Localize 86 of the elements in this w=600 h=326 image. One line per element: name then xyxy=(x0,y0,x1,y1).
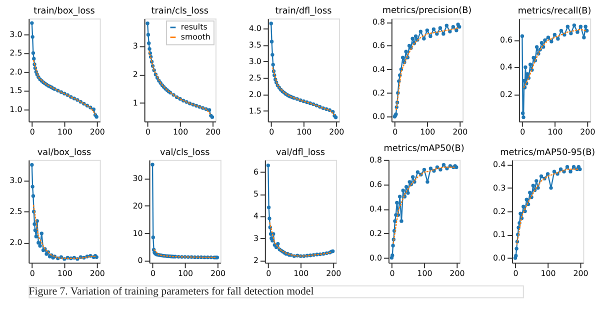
y-tick-label: 5 xyxy=(253,190,258,199)
chart-title: metrics/mAP50-95(B) xyxy=(500,148,596,158)
y-tick-label: 0.6 xyxy=(369,180,382,189)
y-tick-label: 0.2 xyxy=(500,90,513,99)
y-tick-label: 0.2 xyxy=(493,206,506,216)
y-tick-label: 0.4 xyxy=(369,204,382,214)
x-tick-label: 100 xyxy=(548,128,563,137)
x-tick-label: 0 xyxy=(30,269,35,278)
x-tick-label: 0 xyxy=(269,128,274,137)
y-tick-label: 0.3 xyxy=(493,183,506,192)
y-tick-label: 0.6 xyxy=(372,41,386,50)
x-tick-label: 200 xyxy=(580,128,596,137)
x-tick-label: 200 xyxy=(90,128,105,137)
y-tick-label: 3.0 xyxy=(248,56,262,66)
x-tick-label: 200 xyxy=(90,269,105,278)
y-tick-label: 2.0 xyxy=(10,238,22,248)
y-tick-label: 0.2 xyxy=(369,228,382,238)
y-tick-label: 3 xyxy=(253,234,258,243)
x-tick-label: 100 xyxy=(57,128,72,137)
x-tick-label: 0 xyxy=(150,269,156,278)
y-tick-label: 2.5 xyxy=(248,73,262,82)
y-tick-label: 2 xyxy=(132,70,138,79)
y-tick-label: 6 xyxy=(253,168,258,177)
chart-title: train/cls_loss xyxy=(151,6,209,17)
x-tick-label: 100 xyxy=(57,269,72,278)
y-tick-label: 4 xyxy=(253,212,258,221)
chart-title: val/dfl_loss xyxy=(276,148,326,158)
x-tick-label: 100 xyxy=(173,128,188,137)
y-tick-label: 1 xyxy=(132,98,138,108)
y-tick-label: 3.0 xyxy=(10,176,22,185)
x-tick-label: 100 xyxy=(540,269,556,278)
x-tick-label: 100 xyxy=(294,269,309,278)
chart-title: metrics/recall(B) xyxy=(518,6,592,17)
y-tick-label: 0.4 xyxy=(493,160,506,170)
y-tick-label: 0.0 xyxy=(372,112,386,122)
x-tick-label: 200 xyxy=(450,269,465,278)
y-tick-label: 0.6 xyxy=(500,36,513,45)
x-tick-label: 100 xyxy=(420,128,436,137)
y-tick-label: 2.5 xyxy=(10,48,22,58)
y-tick-label: 2.5 xyxy=(10,207,22,216)
y-tick-label: 1.0 xyxy=(10,104,22,114)
x-tick-label: 100 xyxy=(296,128,312,137)
y-tick-label: 0 xyxy=(138,256,143,266)
x-tick-label: 0 xyxy=(146,128,151,137)
y-tick-label: 0.2 xyxy=(372,88,386,98)
y-tick-label: 0.4 xyxy=(372,64,386,74)
y-tick-label: 3 xyxy=(132,42,138,51)
y-tick-label: 2.0 xyxy=(248,90,262,99)
y-tick-label: 3.0 xyxy=(10,30,22,39)
y-tick-label: 0.1 xyxy=(493,230,506,240)
chart-title: metrics/mAP50(B) xyxy=(384,144,464,154)
x-tick-label: 200 xyxy=(326,269,342,278)
chart-title: val/cls_loss xyxy=(160,148,210,158)
chart-title: metrics/precision(B) xyxy=(382,6,472,16)
caption: Figure 7. Variation of training parameters for fall detection model xyxy=(28,285,314,298)
y-tick-label: 2 xyxy=(253,256,258,265)
x-tick-label: 0 xyxy=(266,269,272,278)
y-tick-label: 4.0 xyxy=(248,24,262,33)
x-tick-label: 200 xyxy=(206,128,221,137)
y-tick-label: 0.8 xyxy=(372,18,386,27)
y-tick-label: 30 xyxy=(132,174,143,183)
y-tick-label: 20 xyxy=(132,201,143,210)
x-tick-label: 0 xyxy=(392,128,398,137)
y-tick-label: 10 xyxy=(132,228,143,238)
x-tick-label: 200 xyxy=(210,269,226,278)
y-tick-label: 0.0 xyxy=(493,253,506,262)
x-tick-label: 100 xyxy=(417,269,432,278)
y-tick-label: 0.0 xyxy=(369,253,382,262)
chart-title: train/dfl_loss xyxy=(275,6,332,17)
x-tick-label: 200 xyxy=(329,128,344,137)
x-tick-label: 200 xyxy=(573,269,588,278)
legend-label: results xyxy=(180,22,208,32)
y-tick-label: 1.5 xyxy=(10,86,22,96)
chart-title: val/box_loss xyxy=(37,148,92,158)
y-tick-label: 3.5 xyxy=(248,40,262,50)
x-tick-label: 0 xyxy=(520,128,526,137)
chart-title: train/box_loss xyxy=(34,6,96,17)
legend-label: smooth xyxy=(180,32,210,42)
y-tick-label: 2.0 xyxy=(10,67,22,76)
y-tick-label: 0.4 xyxy=(500,62,513,72)
x-tick-label: 200 xyxy=(452,128,468,137)
y-tick-label: 1.5 xyxy=(248,106,262,116)
x-tick-label: 0 xyxy=(390,269,395,278)
x-tick-label: 100 xyxy=(178,269,194,278)
x-tick-label: 0 xyxy=(30,128,35,137)
y-tick-label: 0.8 xyxy=(369,155,382,164)
